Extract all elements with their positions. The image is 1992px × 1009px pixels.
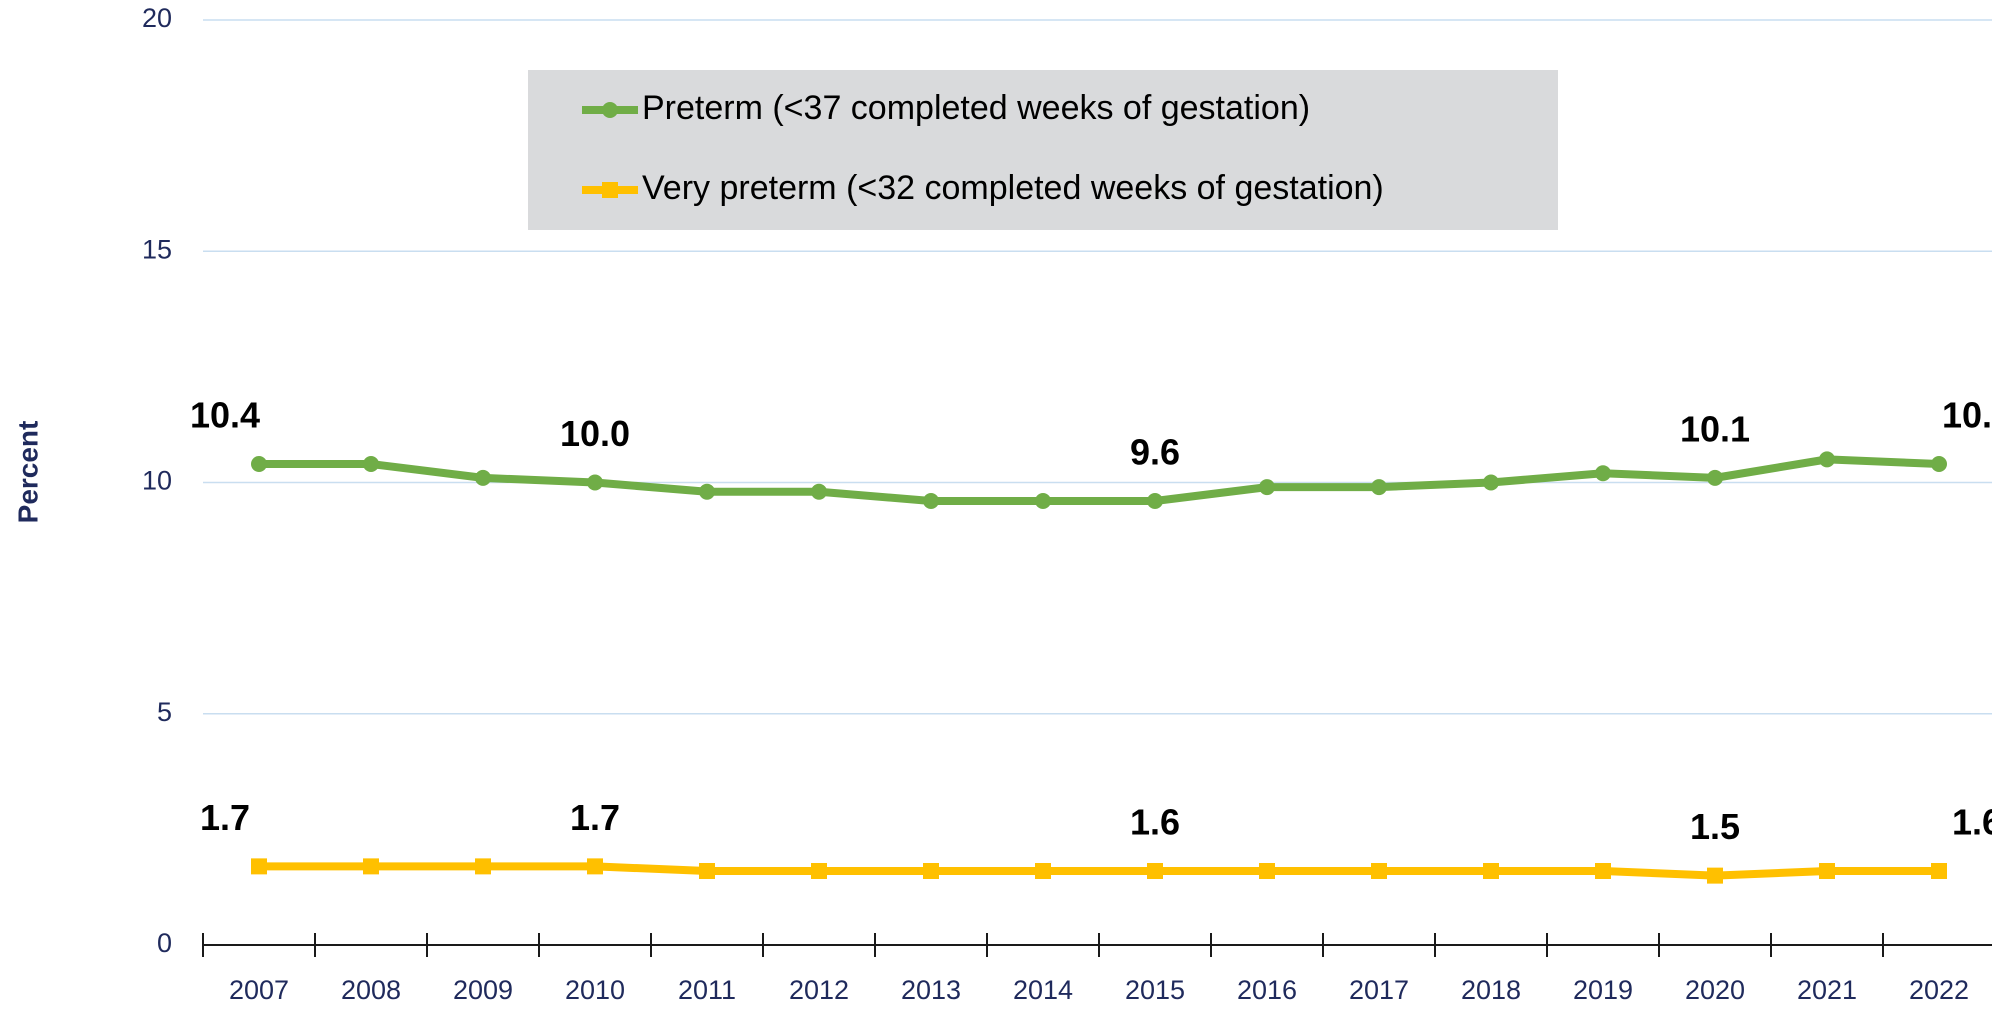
x-tick-label: 2021 [1797,975,1857,1005]
data-point [1595,465,1611,482]
data-point [1707,469,1723,486]
data-point [475,469,491,486]
data-point [1707,867,1723,884]
data-point [923,493,939,509]
y-tick-label: 15 [142,234,172,264]
legend-marker [602,102,618,118]
data-point [699,863,715,879]
x-tick-label: 2008 [341,975,401,1005]
data-point [1147,493,1163,509]
data-point [1819,863,1835,879]
series-line [259,455,1940,505]
data-label: 10.0 [560,413,630,454]
legend-label: Preterm (<37 completed weeks of gestatio… [642,89,1310,127]
data-label: 1.7 [570,797,620,838]
x-tick-label: 2015 [1125,975,1185,1005]
data-point [1371,479,1387,496]
data-point [811,483,827,500]
data-point [1931,456,1947,472]
data-label: 1.7 [200,797,250,838]
data-point [1147,863,1163,879]
data-point [1035,493,1051,509]
data-label: 1.5 [1690,806,1740,847]
data-point [1595,863,1611,879]
x-tick-label: 2022 [1909,975,1969,1005]
data-point [811,863,827,879]
x-tick-label: 2013 [901,975,961,1005]
data-point [1259,863,1275,879]
data-point [1483,474,1499,491]
data-point [1483,863,1499,879]
y-tick-label: 0 [157,928,172,958]
x-tick-label: 2007 [229,975,289,1005]
data-point [1371,863,1387,879]
data-point [587,858,603,875]
data-point [475,858,491,875]
x-tick-label: 2018 [1461,975,1521,1005]
data-point [363,456,379,472]
x-tick-label: 2009 [453,975,513,1005]
data-label: 9.6 [1130,432,1180,473]
x-tick-label: 2019 [1573,975,1633,1005]
legend-label: Very preterm (<32 completed weeks of ges… [642,169,1384,207]
data-label: 10.4 [190,395,260,436]
data-point [923,863,939,879]
data-point [587,474,603,491]
x-tick-label: 2016 [1237,975,1297,1005]
data-label: 10.1 [1680,408,1750,449]
data-point [251,456,267,472]
x-tick-label: 2014 [1013,975,1073,1005]
data-point [251,858,267,875]
data-label: 1.6 [1130,802,1180,843]
data-point [1259,479,1275,496]
x-tick-label: 2017 [1349,975,1409,1005]
y-tick-label: 5 [157,697,172,727]
x-tick-label: 2020 [1685,975,1745,1005]
data-label: 1.6 [1952,802,1992,843]
x-tick-label: 2011 [678,975,736,1005]
series-line [259,862,1939,880]
y-axis-label: Percent [12,421,43,524]
data-point [1035,863,1051,879]
y-tick-label: 20 [142,3,172,33]
y-tick-label: 10 [142,466,172,496]
x-tick-label: 2010 [565,975,625,1005]
data-label: 10.4 [1942,395,1992,436]
data-point [1819,451,1835,468]
legend-box [528,70,1558,230]
x-tick-label: 2012 [789,975,849,1005]
data-point [363,858,379,875]
data-point [699,483,715,500]
data-point [1931,863,1947,879]
legend-marker [602,182,618,198]
